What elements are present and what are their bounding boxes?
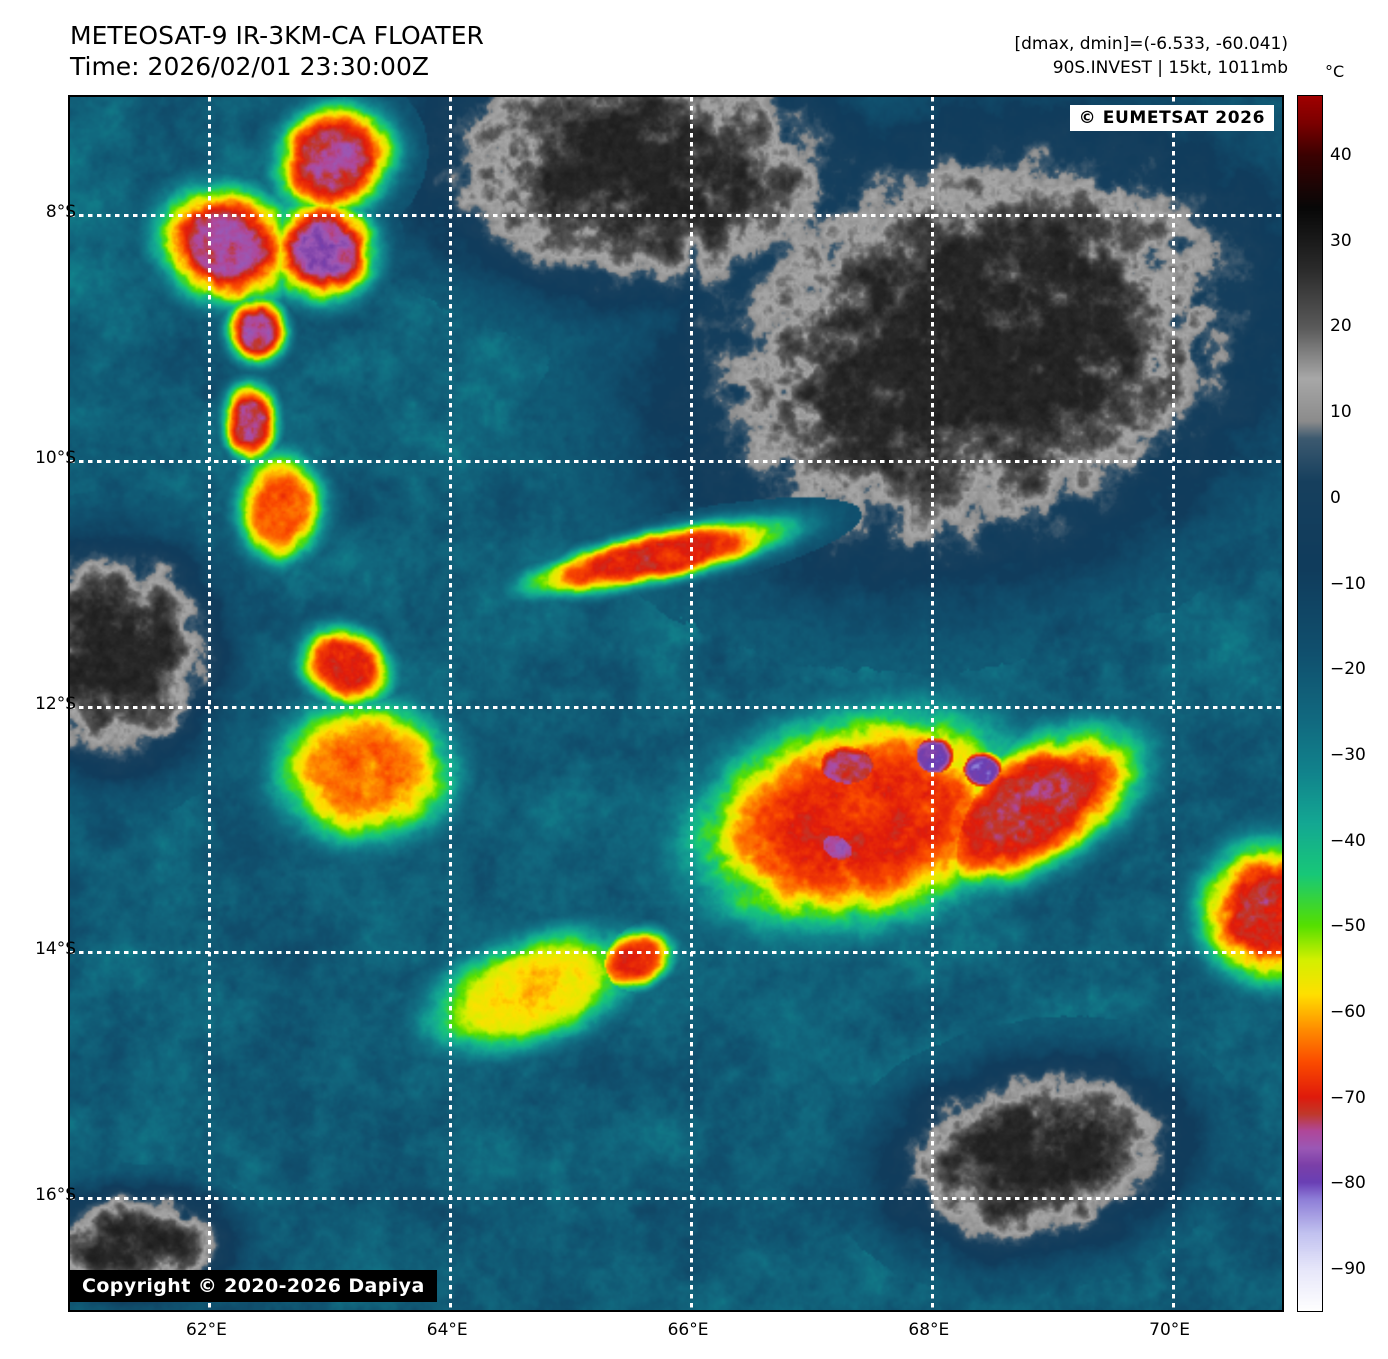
colorbar-tick-12: −80: [1330, 1173, 1366, 1194]
ytick-1: 10°S: [35, 447, 76, 468]
ytick-4: 16°S: [35, 1185, 76, 1206]
colorbar-tick-0: 40: [1330, 144, 1352, 165]
dminmax-label: [dmax, dmin]=(-6.533, -60.041): [1014, 34, 1289, 54]
colorbar-tick-8: −40: [1330, 830, 1366, 851]
eumetsat-copyright-badge: © EUMETSAT 2026: [1069, 105, 1274, 131]
title-block: METEOSAT-9 IR-3KM-CA FLOATER Time: 2026/…: [70, 20, 484, 82]
colorbar-tick-2: 20: [1330, 316, 1352, 337]
colorbar-tick-1: 30: [1330, 230, 1352, 251]
colorbar-gradient: [1298, 96, 1322, 1311]
colorbar-tick-13: −90: [1330, 1259, 1366, 1280]
storm-info-label: 90S.INVEST | 15kt, 1011mb: [1052, 58, 1288, 78]
colorbar-tick-5: −10: [1330, 573, 1366, 594]
ytick-3: 14°S: [35, 939, 76, 960]
colorbar-tick-11: −70: [1330, 1087, 1366, 1108]
colorbar-tick-4: 0: [1330, 487, 1341, 508]
xtick-2: 66°E: [667, 1320, 709, 1340]
xtick-1: 64°E: [426, 1320, 468, 1340]
page-title: METEOSAT-9 IR-3KM-CA FLOATER: [70, 21, 484, 50]
satellite-image-plot[interactable]: © EUMETSAT 2026 Copyright © 2020-2026 Da…: [68, 95, 1284, 1312]
colorbar-tick-9: −50: [1330, 916, 1366, 937]
colorbar-tick-7: −30: [1330, 744, 1366, 765]
temperature-colorbar: [1297, 95, 1323, 1312]
colorbar-unit-label: °C: [1325, 62, 1345, 81]
colorbar-tick-6: −20: [1330, 659, 1366, 680]
timestamp-label: Time: 2026/02/01 23:30:00Z: [70, 52, 429, 81]
ir-brightness-temperature-raster: [70, 97, 1282, 1310]
ytick-2: 12°S: [35, 693, 76, 714]
xtick-4: 70°E: [1149, 1320, 1191, 1340]
xtick-0: 62°E: [186, 1320, 227, 1340]
ytick-0: 8°S: [45, 201, 76, 222]
dapiya-copyright-badge: Copyright © 2020-2026 Dapiya: [70, 1270, 437, 1302]
xtick-3: 68°E: [908, 1320, 950, 1340]
metadata-block: [dmax, dmin]=(-6.533, -60.041) 90S.INVES…: [1015, 32, 1289, 80]
colorbar-tick-10: −60: [1330, 1002, 1366, 1023]
colorbar-tick-3: 10: [1330, 402, 1352, 423]
